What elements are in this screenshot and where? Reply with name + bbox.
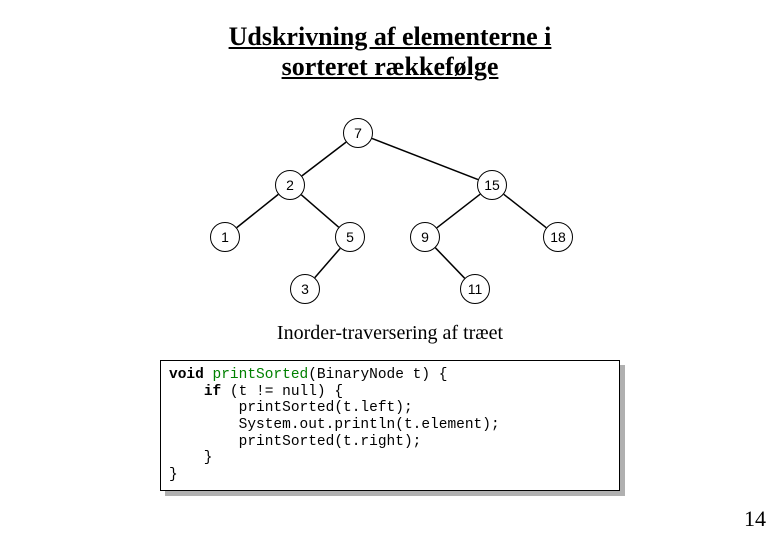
tree-edge (435, 248, 464, 278)
tree-edge (302, 142, 346, 176)
tree-edge (301, 195, 338, 227)
tree-caption: Inorder-traversering af træet (0, 322, 780, 345)
tree-node-1: 1 (210, 222, 240, 252)
title-line-2: sorteret rækkefølge (282, 52, 499, 81)
code-content: void printSorted(BinaryNode t) { if (t !… (169, 367, 611, 484)
tree-edge (504, 194, 546, 227)
tree-node-11: 11 (460, 274, 490, 304)
tree-edge (372, 138, 478, 179)
title-line-1: Udskrivning af elementerne i (229, 22, 552, 51)
tree-edge (237, 194, 279, 227)
tree-node-2: 2 (275, 170, 305, 200)
tree-node-5: 5 (335, 222, 365, 252)
tree-edge (315, 248, 340, 277)
code-box-inner: void printSorted(BinaryNode t) { if (t !… (160, 360, 620, 491)
page-title: Udskrivning af elementerne i sorteret ræ… (0, 22, 780, 82)
tree-node-9: 9 (410, 222, 440, 252)
tree-node-3: 3 (290, 274, 320, 304)
code-box: void printSorted(BinaryNode t) { if (t !… (160, 360, 622, 491)
tree-edge (437, 194, 480, 228)
page-number: 14 (744, 506, 766, 532)
tree-diagram: 721515918311 (0, 118, 780, 318)
tree-node-18: 18 (543, 222, 573, 252)
tree-node-15: 15 (477, 170, 507, 200)
tree-edges-svg (0, 118, 780, 318)
tree-node-7: 7 (343, 118, 373, 148)
